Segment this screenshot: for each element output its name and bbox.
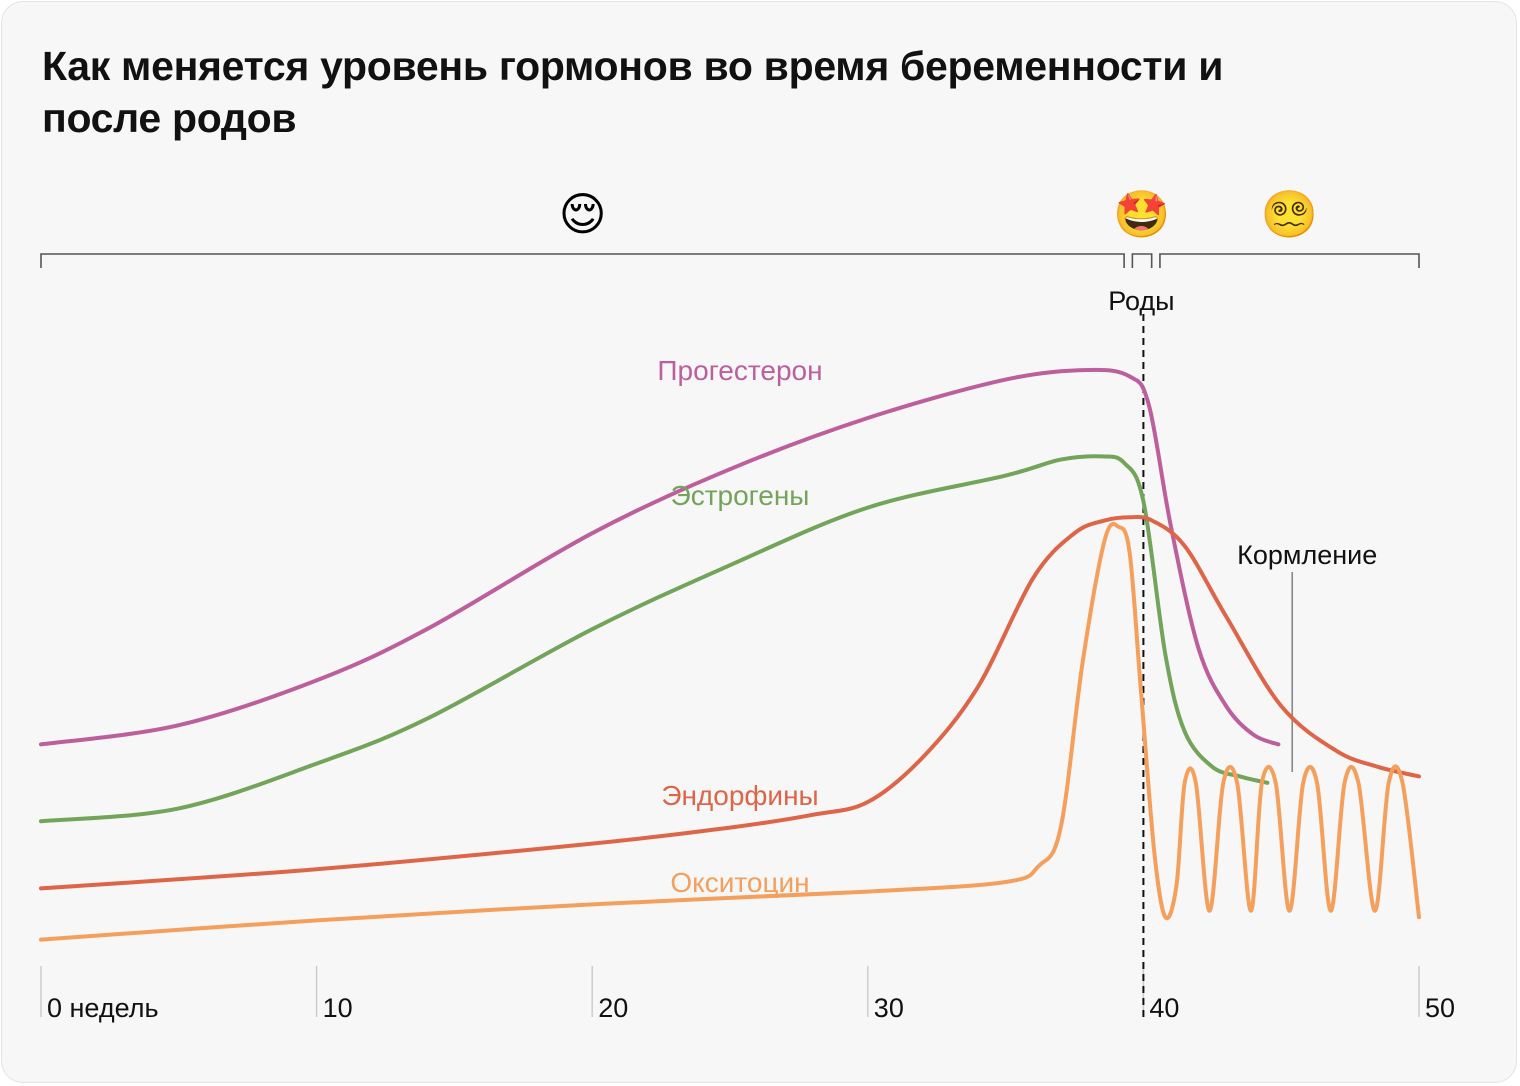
series-label: Прогестерон: [657, 355, 822, 386]
phase-emoji: 🤩: [1113, 188, 1170, 240]
phase-bracket: [1131, 253, 1153, 268]
phase-bracket: [1159, 253, 1420, 268]
phase-bracket: [40, 253, 1125, 268]
birth-label: Роды: [1108, 286, 1174, 316]
series-label: Эстрогены: [671, 480, 810, 511]
phase-emoji: 😌: [559, 188, 607, 240]
x-tick-label: 10: [323, 993, 353, 1023]
feeding-label: Кормление: [1237, 540, 1377, 570]
phase-emoji: 😵‍💫: [1261, 188, 1318, 240]
series-label: Эндорфины: [661, 780, 818, 811]
x-tick-label: 40: [1149, 993, 1179, 1023]
x-tick-label: 0 недель: [47, 993, 159, 1023]
x-tick-label: 30: [874, 993, 904, 1023]
chart-title: Как меняется уровень гормонов во время б…: [42, 43, 1224, 141]
series-line: [39, 522, 1421, 942]
series-line: [39, 514, 1421, 891]
x-tick-label: 20: [598, 993, 628, 1023]
series-line: [39, 367, 1281, 747]
series-label: Окситоцин: [670, 867, 809, 898]
x-tick-label: 50: [1425, 993, 1455, 1023]
series-line: [39, 454, 1270, 824]
